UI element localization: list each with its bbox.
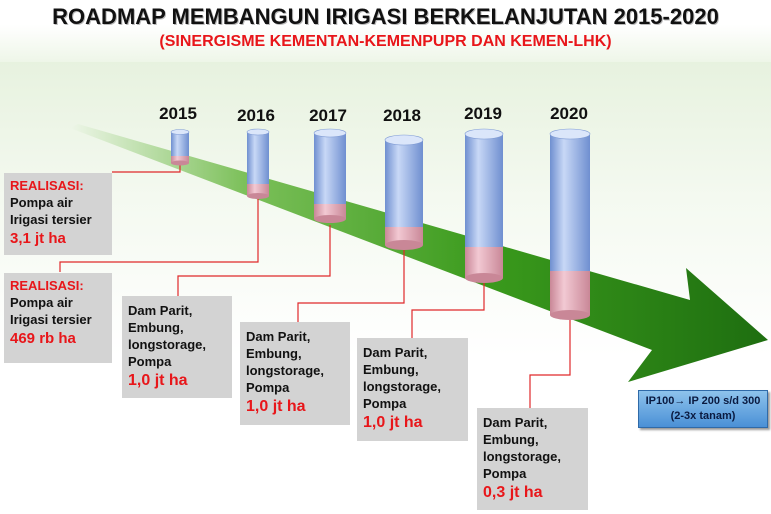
cylinder-2020 xyxy=(549,128,591,320)
box-value: 1,0 jt ha xyxy=(246,398,306,415)
info-box-2018: Dam Parit, Embung, longstorage, Pompa 1,… xyxy=(240,322,350,425)
box-text: Dam Parit, Embung, longstorage, Pompa xyxy=(246,329,325,395)
info-box-realisasi-2: REALISASI: Pompa air Irigasi tersier 469… xyxy=(4,273,112,363)
box-text: Pompa air Irigasi tersier xyxy=(10,195,92,227)
connector-2019 xyxy=(411,283,485,338)
box-value: 1,0 jt ha xyxy=(128,372,188,389)
cylinder-2019 xyxy=(464,128,504,283)
cylinder-2018 xyxy=(384,134,424,250)
year-label-2017: 2017 xyxy=(309,106,347,125)
cylinder-2015 xyxy=(170,129,190,166)
year-label-2019: 2019 xyxy=(464,104,502,123)
box-text: Dam Parit, Embung, longstorage, Pompa xyxy=(363,345,442,411)
year-label-2018: 2018 xyxy=(383,106,421,125)
info-box-realisasi-1: REALISASI: Pompa air Irigasi tersier 3,1… xyxy=(4,173,112,255)
box-text: Pompa air Irigasi tersier xyxy=(10,295,92,327)
info-box-2020: Dam Parit, Embung, longstorage, Pompa 0,… xyxy=(477,408,588,510)
year-label-2015: 2015 xyxy=(159,104,197,123)
box-value: 0,3 jt ha xyxy=(483,484,543,501)
page-subtitle: (SINERGISME KEMENTAN-KEMENPUPR DAN KEMEN… xyxy=(159,33,612,50)
connector-2017 xyxy=(177,225,331,296)
info-box-2019: Dam Parit, Embung, longstorage, Pompa 1,… xyxy=(357,338,468,441)
box-label: REALISASI: xyxy=(10,178,84,193)
box-text: Dam Parit, Embung, longstorage, Pompa xyxy=(483,415,562,481)
box-text: Dam Parit, Embung, longstorage, Pompa xyxy=(128,303,207,369)
roadmap-arrow xyxy=(70,124,768,382)
year-label-2020: 2020 xyxy=(550,104,588,123)
year-label-2016: 2016 xyxy=(237,106,275,125)
connector-2020 xyxy=(529,320,571,408)
cylinder-2016 xyxy=(246,128,270,199)
connector-2015 xyxy=(112,165,181,173)
ip-note-box: IP100→ IP 200 s/d 300 (2-3x tanam) xyxy=(638,390,768,428)
header-band xyxy=(0,0,771,62)
connector-lines xyxy=(59,165,571,408)
info-box-2017: Dam Parit, Embung, longstorage, Pompa 1,… xyxy=(122,296,232,398)
box-value: 3,1 jt ha xyxy=(10,230,66,247)
connector-2018 xyxy=(297,250,405,322)
box-value: 1,0 jt ha xyxy=(363,414,423,431)
box-value: 469 rb ha xyxy=(10,330,76,347)
connector-2016 xyxy=(59,198,259,272)
page-title: ROADMAP MEMBANGUN IRIGASI BERKELANJUTAN … xyxy=(52,4,719,29)
box-label: REALISASI: xyxy=(10,278,84,293)
cylinder-2017 xyxy=(313,128,347,223)
